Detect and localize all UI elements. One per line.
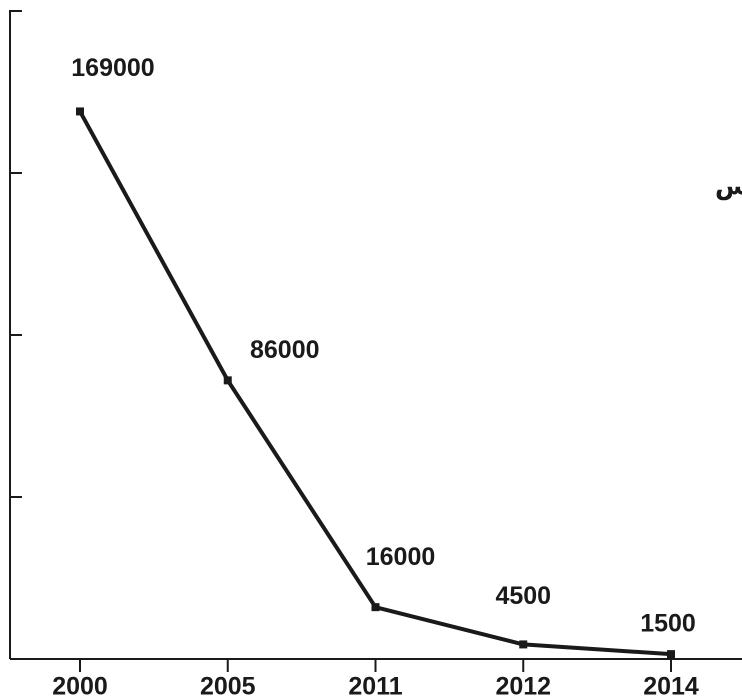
x-tick-label: 2005 (200, 673, 256, 698)
point (371, 603, 380, 612)
line (78, 110, 672, 657)
value-label: 1500 (640, 610, 696, 638)
x-tick-label: 2000 (52, 673, 108, 698)
point (223, 376, 232, 385)
point (667, 650, 675, 659)
x-tick-label: 2014 (643, 673, 699, 698)
x-tick-label: 2012 (495, 673, 551, 698)
point (76, 107, 84, 116)
point (519, 640, 528, 649)
value-label: 16000 (366, 543, 436, 571)
value-label: 86000 (250, 336, 320, 364)
x-tick-label: 2011 (348, 673, 402, 698)
chart-title: كميات الإنتاج في سيرونيكس (715, 173, 742, 202)
value-label: 4500 (495, 582, 551, 610)
value-label: 169000 (71, 54, 154, 82)
